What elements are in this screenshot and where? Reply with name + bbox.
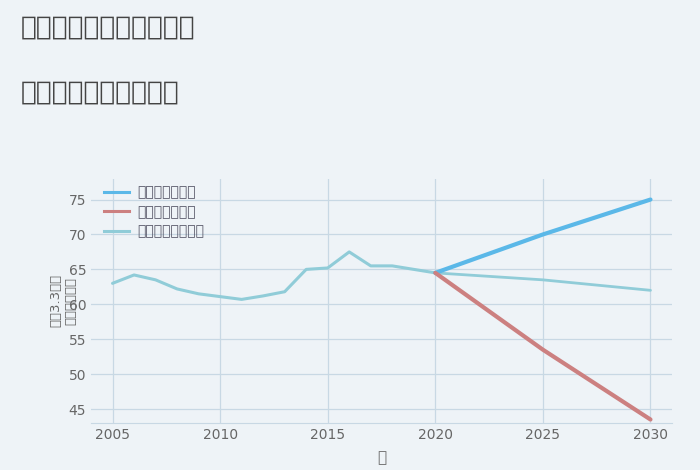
Y-axis label: 坪（3.3㎡）
単価（万円）: 坪（3.3㎡） 単価（万円）: [49, 274, 77, 328]
Text: 中古戸建ての価格推移: 中古戸建ての価格推移: [21, 80, 180, 106]
Legend: グッドシナリオ, バッドシナリオ, ノーマルシナリオ: グッドシナリオ, バッドシナリオ, ノーマルシナリオ: [104, 186, 204, 239]
Text: 三重県四日市市小生町の: 三重県四日市市小生町の: [21, 14, 195, 40]
X-axis label: 年: 年: [377, 450, 386, 465]
